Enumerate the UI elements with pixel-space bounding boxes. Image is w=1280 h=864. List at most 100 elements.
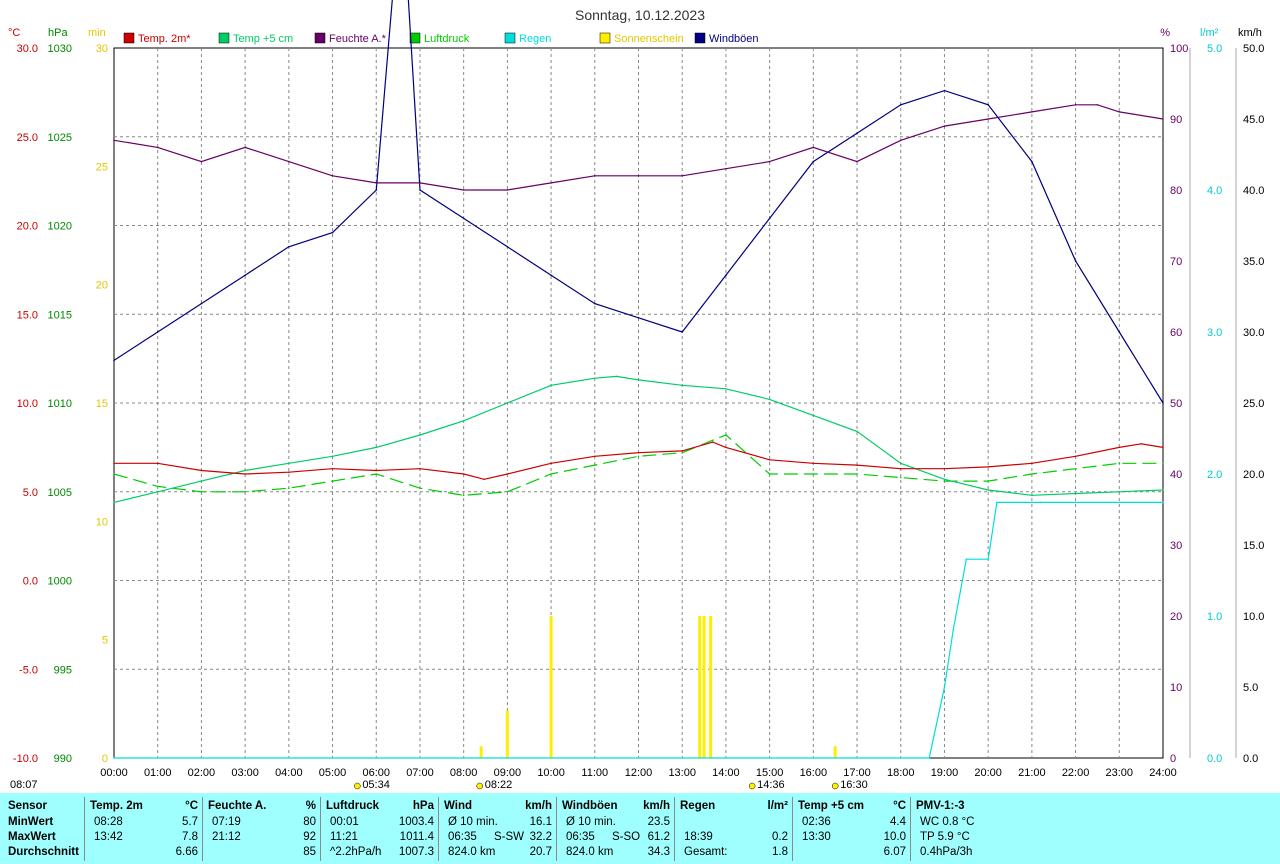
stat-value: 20.7 [529,846,552,858]
windb-en-point [200,302,203,305]
column-separator [202,797,203,861]
feuchte-a-point [943,125,946,127]
windb-en-point [1118,331,1121,333]
time-tick: 12:00 [625,767,653,779]
pressure-tick: 1010 [48,398,72,410]
legend-swatch [314,32,326,44]
humidity-tick: 30 [1170,540,1182,552]
regen-point [928,757,930,759]
temp-tick: -10.0 [13,753,38,765]
pressure-tick: 1015 [48,309,72,321]
temp-2m-point [288,471,290,474]
time-tick: 05:00 [319,767,347,779]
time-tick: 04:00 [275,767,303,779]
temp-2m-point [1118,446,1121,449]
chart-title: Sonntag, 10.12.2023 [575,7,705,23]
unit-temp: °C [8,27,20,39]
column-unit: °C [185,800,198,812]
windb-en-point [375,189,378,191]
humidity-tick: 60 [1170,327,1182,339]
time-tick: 17:00 [843,767,871,779]
feuchte-a-point [331,175,334,177]
luftdruck-point [550,473,552,475]
feuchte-a-point [244,146,246,149]
windb-en-point [113,359,115,362]
column-title: Windböen [562,800,618,812]
luftdruck-point [506,490,509,493]
temp-5-cm-point [615,375,618,378]
luftdruck-point [200,490,203,493]
time-tick: 03:00 [231,767,259,779]
sunshine-bar [549,616,553,758]
temp-5-cm-point [244,469,246,472]
pressure-tick: 1030 [48,43,72,55]
luftdruck-point [593,464,596,466]
luftdruck-point [1031,473,1033,475]
time-marker-icon [354,782,361,790]
humidity-tick: 0 [1170,753,1176,765]
luftdruck-point [681,451,684,454]
stat-time: 0.4hPa/3h [920,846,973,858]
temp-tick: 5.0 [23,487,38,499]
stat-time: 06:35 [566,831,595,843]
rain-tick: 5.0 [1207,43,1222,55]
feuchte-a-point [462,189,465,191]
windb-en-point [681,331,684,333]
unit-sun: min [88,27,106,39]
sun-tick: 30 [96,43,108,55]
temp-tick: 20.0 [17,221,38,233]
regen-point [965,558,968,560]
column-separator [320,797,321,861]
humidity-tick: 20 [1170,611,1182,623]
sunshine-bar [709,616,713,758]
temp-5-cm-point [987,489,989,491]
weather-chart: Sonntag, 10.12.2023 Temp. 2m* Temp +5 cm Fe… [8,0,1264,791]
time-tick: 09:00 [494,767,522,779]
pressure-tick: 1025 [48,132,72,144]
temp-5-cm-line [113,375,1164,503]
humidity-tick: 80 [1170,185,1182,197]
sunshine-bar [833,746,837,758]
regen-point [987,558,989,560]
legend-label: Windböen [709,33,759,45]
temp-5-cm-point [419,434,421,436]
sunshine-bar [702,616,706,758]
regen-point [1024,501,1027,504]
column-separator [438,797,439,861]
sun-tick: 20 [96,280,108,292]
temp-2m-point [462,473,465,475]
windb-en-point [506,246,509,248]
temp-2m-point [856,464,858,466]
stat-value: 34.3 [647,846,670,858]
luftdruck-point [288,487,290,490]
temp-tick: 10.0 [17,398,38,410]
windb-en-point [637,317,640,319]
feuchte-a-line [113,104,1164,191]
temp-2m-point [244,473,246,475]
time-tick: 02:00 [188,767,216,779]
luftdruck-point [156,485,159,488]
column-unit: l/m² [767,800,788,812]
time-tick: 18:00 [887,767,915,779]
stat-value: 92 [303,831,316,843]
temp-tick: 0.0 [23,576,38,588]
temp-2m-point [899,467,902,470]
rain-tick: 3.0 [1207,327,1222,339]
windb-en-point [156,331,159,333]
stat-time: 02:36 [802,816,831,828]
time-tick: 15:00 [756,767,784,779]
legend-swatch [504,32,516,44]
luftdruck-point [331,480,334,482]
temp-5-cm-point [506,402,509,404]
stat-time: Ø 10 min. [448,816,498,828]
luftdruck-point [812,473,815,475]
temp-tick: -5.0 [19,664,38,676]
sunshine-bar [479,746,483,758]
feuchte-a-point [1074,104,1077,106]
stat-value: 16.1 [529,816,552,828]
temp-2m-point [812,462,815,465]
temp-2m-point [1031,462,1033,465]
time-tick: 16:00 [800,767,828,779]
column-unit: km/h [525,800,552,812]
stat-value: 7.8 [182,831,198,843]
